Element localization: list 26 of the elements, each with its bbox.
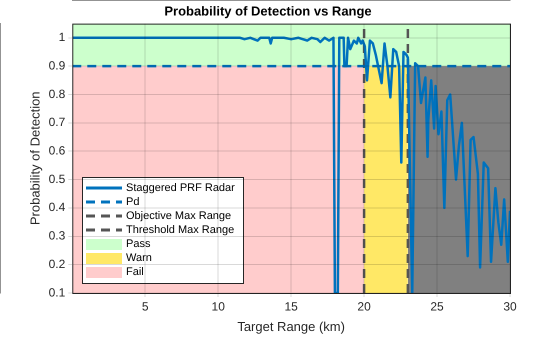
y-tick-label: 0.2 — [48, 256, 66, 271]
y-tick-label: 0.7 — [48, 115, 66, 130]
x-tick-label: 15 — [284, 300, 298, 314]
y-tick-label: 0.1 — [48, 285, 66, 300]
y-tick-label: 0.8 — [48, 86, 66, 101]
y-tick-label: 0.6 — [48, 144, 66, 158]
x-tick-label: 10 — [212, 300, 226, 314]
y-tick-label: 0.4 — [48, 200, 66, 214]
legend-label: Objective Max Range — [126, 210, 232, 222]
x-axis-title: Target Range (km) — [237, 318, 345, 334]
x-tick-label: 5 — [142, 300, 149, 314]
x-tick-label: 20 — [357, 300, 372, 314]
x-tick-label: 25 — [430, 300, 444, 314]
legend-label: Staggered PRF Radar — [126, 182, 236, 194]
legend-label: Fail — [126, 266, 144, 278]
y-tick-label: 1 — [58, 30, 66, 44]
y-tick-label: 0.9 — [48, 58, 66, 72]
legend-label: Pass — [126, 238, 151, 250]
y-tick-label: 0.5 — [48, 172, 66, 186]
x-tick-label: 30 — [503, 300, 517, 314]
chart-title: Probability of Detection vs Range — [164, 3, 372, 18]
legend-label: Threshold Max Range — [126, 224, 234, 236]
y-tick-label: 0.3 — [48, 228, 66, 243]
y-axis-title: Probability of Detection — [27, 91, 42, 226]
legend-label: Pd — [126, 196, 140, 208]
legend-label: Warn — [126, 252, 152, 264]
